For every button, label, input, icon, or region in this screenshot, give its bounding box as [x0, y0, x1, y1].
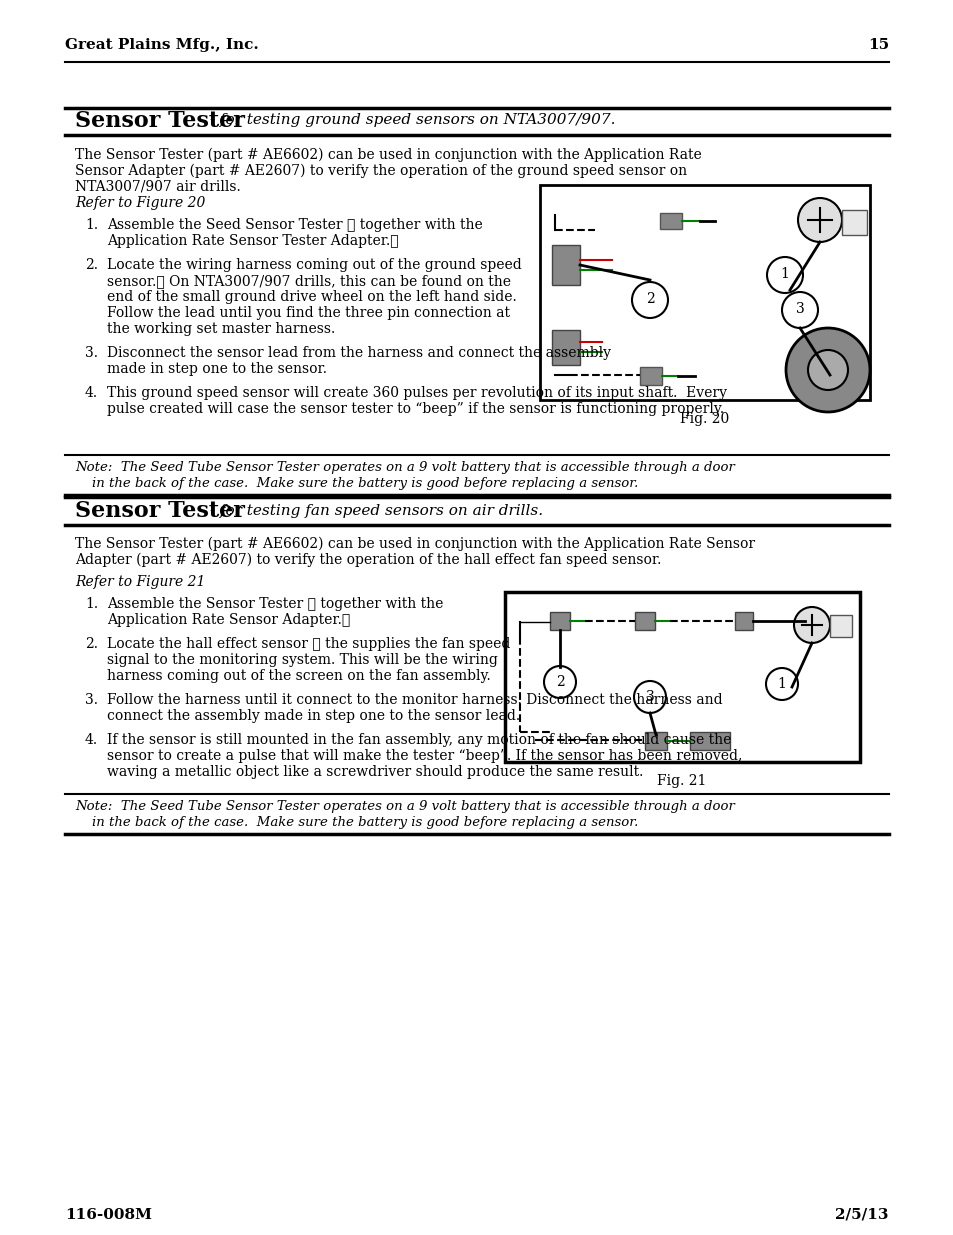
- Text: Follow the lead until you find the three pin connection at: Follow the lead until you find the three…: [107, 306, 510, 320]
- Text: Application Rate Sensor Tester Adapter.②: Application Rate Sensor Tester Adapter.②: [107, 233, 398, 248]
- Text: 4.: 4.: [85, 387, 98, 400]
- Bar: [829, 615, 851, 637]
- Text: sensor.③ On NTA3007/907 drills, this can be found on the: sensor.③ On NTA3007/907 drills, this can…: [107, 274, 511, 288]
- Bar: [689, 732, 729, 750]
- Text: Refer to Figure 21: Refer to Figure 21: [75, 576, 205, 589]
- Text: Locate the hall effect sensor ③ the supplies the fan speed: Locate the hall effect sensor ③ the supp…: [107, 637, 510, 651]
- Circle shape: [766, 257, 802, 293]
- Circle shape: [634, 680, 665, 713]
- Text: Adapter (part # AE2607) to verify the operation of the hall effect fan speed sen: Adapter (part # AE2607) to verify the op…: [75, 553, 660, 567]
- Text: 2/5/13: 2/5/13: [835, 1208, 888, 1221]
- Text: made in step one to the sensor.: made in step one to the sensor.: [107, 362, 327, 375]
- Text: signal to the monitoring system. This will be the wiring: signal to the monitoring system. This wi…: [107, 653, 497, 667]
- Circle shape: [765, 668, 797, 700]
- Text: end of the small ground drive wheel on the left hand side.: end of the small ground drive wheel on t…: [107, 290, 517, 304]
- Bar: [552, 245, 579, 285]
- Text: Refer to Figure 20: Refer to Figure 20: [75, 196, 205, 210]
- Text: Disconnect the sensor lead from the harness and connect the assembly: Disconnect the sensor lead from the harn…: [107, 346, 610, 359]
- Text: waving a metallic object like a screwdriver should produce the same result.: waving a metallic object like a screwdri…: [107, 764, 642, 779]
- Bar: [539, 185, 869, 400]
- Text: If the sensor is still mounted in the fan assembly, any motion of the fan should: If the sensor is still mounted in the fa…: [107, 734, 731, 747]
- Text: 2.: 2.: [85, 258, 98, 272]
- Circle shape: [793, 606, 829, 643]
- Text: 15: 15: [867, 38, 888, 52]
- Text: 116-008M: 116-008M: [65, 1208, 152, 1221]
- Bar: [659, 212, 681, 228]
- Text: Great Plains Mfg., Inc.: Great Plains Mfg., Inc.: [65, 38, 258, 52]
- Text: in the back of the case.  Make sure the battery is good before replacing a senso: in the back of the case. Make sure the b…: [75, 477, 638, 490]
- Text: 2: 2: [645, 291, 654, 306]
- Text: The Sensor Tester (part # AE6602) can be used in conjunction with the Applicatio: The Sensor Tester (part # AE6602) can be…: [75, 148, 701, 162]
- Text: Note:  The Seed Tube Sensor Tester operates on a 9 volt battery that is accessib: Note: The Seed Tube Sensor Tester operat…: [75, 800, 734, 813]
- Text: Note:  The Seed Tube Sensor Tester operates on a 9 volt battery that is accessib: Note: The Seed Tube Sensor Tester operat…: [75, 461, 734, 474]
- Text: Assemble the Sensor Tester ① together with the: Assemble the Sensor Tester ① together wi…: [107, 597, 443, 611]
- Text: Sensor Tester: Sensor Tester: [75, 110, 245, 132]
- Text: 2: 2: [555, 676, 564, 689]
- Bar: [635, 613, 655, 630]
- Text: 1.: 1.: [85, 597, 98, 611]
- Circle shape: [807, 350, 847, 390]
- Bar: [644, 732, 666, 750]
- Text: 3: 3: [795, 303, 803, 316]
- Text: 2.: 2.: [85, 637, 98, 651]
- Text: Sensor Tester: Sensor Tester: [75, 500, 245, 522]
- Circle shape: [631, 282, 667, 317]
- Text: connect the assembly made in step one to the sensor lead.: connect the assembly made in step one to…: [107, 709, 519, 722]
- Circle shape: [797, 198, 841, 242]
- Bar: [552, 330, 579, 366]
- Text: sensor to create a pulse that will make the tester “beep”. If the sensor has bee: sensor to create a pulse that will make …: [107, 748, 741, 763]
- Circle shape: [543, 666, 576, 698]
- Text: 1.: 1.: [85, 219, 98, 232]
- Bar: [550, 613, 569, 630]
- Text: This ground speed sensor will create 360 pulses per revolution of its input shaf: This ground speed sensor will create 360…: [107, 387, 726, 400]
- Text: Assemble the Seed Sensor Tester ① together with the: Assemble the Seed Sensor Tester ① togeth…: [107, 219, 482, 232]
- Text: the working set master harness.: the working set master harness.: [107, 322, 335, 336]
- Text: pulse created will case the sensor tester to “beep” if the sensor is functioning: pulse created will case the sensor teste…: [107, 403, 723, 416]
- Text: - for testing fan speed sensors on air drills.: - for testing fan speed sensors on air d…: [205, 504, 542, 517]
- Bar: [841, 210, 866, 235]
- Text: 3.: 3.: [85, 346, 98, 359]
- Text: 4.: 4.: [85, 734, 98, 747]
- Text: Fig. 20: Fig. 20: [679, 412, 729, 426]
- Text: Locate the wiring harness coming out of the ground speed: Locate the wiring harness coming out of …: [107, 258, 521, 272]
- Circle shape: [785, 329, 869, 412]
- Text: 1: 1: [780, 267, 789, 282]
- Text: Application Rate Sensor Adapter.②: Application Rate Sensor Adapter.②: [107, 613, 350, 627]
- Text: 1: 1: [777, 677, 785, 692]
- Text: 3.: 3.: [85, 693, 98, 706]
- Text: The Sensor Tester (part # AE6602) can be used in conjunction with the Applicatio: The Sensor Tester (part # AE6602) can be…: [75, 537, 755, 551]
- Bar: [639, 367, 661, 385]
- Text: Follow the harness until it connect to the monitor harness. Disconnect the harne: Follow the harness until it connect to t…: [107, 693, 721, 706]
- Text: in the back of the case.  Make sure the battery is good before replacing a senso: in the back of the case. Make sure the b…: [75, 816, 638, 829]
- Text: NTA3007/907 air drills.: NTA3007/907 air drills.: [75, 180, 240, 194]
- Text: Sensor Adapter (part # AE2607) to verify the operation of the ground speed senso: Sensor Adapter (part # AE2607) to verify…: [75, 164, 686, 178]
- Text: - for testing ground speed sensors on NTA3007/907.: - for testing ground speed sensors on NT…: [205, 112, 615, 127]
- Text: Fig. 21: Fig. 21: [657, 774, 706, 788]
- Bar: [734, 613, 752, 630]
- Text: harness coming out of the screen on the fan assembly.: harness coming out of the screen on the …: [107, 669, 490, 683]
- Circle shape: [781, 291, 817, 329]
- Text: 3: 3: [645, 690, 654, 704]
- Bar: [504, 592, 859, 762]
